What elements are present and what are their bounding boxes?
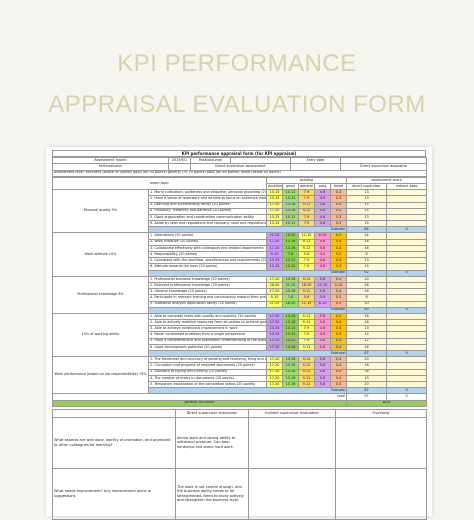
answer: Active work and strong ability to withst… — [175, 416, 249, 469]
cell — [248, 467, 336, 520]
row: 2. Able to actively mobilize resources f… — [53, 319, 428, 327]
section-name: Personal quality 5% — [52, 189, 149, 234]
question: What needs improvement? Any improvement … — [52, 467, 176, 520]
cell — [335, 467, 427, 520]
row: 4. The number of errors in documents (20… — [53, 374, 428, 382]
column-header: Overview — [335, 408, 427, 418]
cell — [52, 408, 176, 418]
general-comment: 80.6 — [346, 399, 428, 407]
row: 4. Responsibility (20 points) 9-10 7-8 5-6 3… — [53, 250, 428, 259]
section-name: Professional knowledge 9% — [52, 275, 149, 314]
evaluation-table: Direct supervisor evaluation Indirect sup… — [52, 408, 427, 520]
page-title: APPRAISAL EVALUATION FORM — [48, 91, 426, 118]
row: self-evaluator Direct supervisor assessme… — [52, 163, 427, 171]
row: 5. Statistical analysis application abil… — [53, 300, 428, 308]
row: Work performance (based on job responsib… — [52, 356, 428, 395]
section-name: Work attitude 10% — [52, 232, 149, 277]
general-comment-label: general comment — [51, 399, 348, 407]
row: Personal quality 5% 1. Moral cultivation,… — [52, 189, 428, 234]
info-table: Assessment month 2019/5/1 Position/Level En… — [52, 157, 427, 177]
question: What aspects are well done, worthy of pr… — [52, 416, 176, 469]
column-header: Indirect supervisor evaluation — [248, 408, 336, 418]
column-header: exam topic — [51, 176, 268, 191]
form-title-table: KPI performance appraisal form (for KPI … — [52, 149, 426, 158]
answer: The work is not careful enough, and the … — [175, 467, 249, 520]
section-name: Work performance (based on job responsib… — [52, 356, 149, 395]
column-header: Direct supervisor evaluation — [175, 408, 249, 418]
row: Work attitude 10% 1. Attendance (20 point… — [52, 232, 428, 277]
row: What aspects are well done, worthy of pr… — [52, 416, 427, 469]
row: Direct supervisor evaluation Indirect sup… — [52, 408, 427, 418]
kpi-table: exam topic grading assessment score excelle… — [51, 176, 428, 407]
level-note: Assessment level: excellent (above 90 po… — [52, 169, 427, 177]
row: Assessment level: excellent (above 90 po… — [52, 169, 427, 177]
row: 3. Able to achieve continuous improvemen… — [53, 325, 428, 333]
form-title: KPI performance appraisal form (for KPI … — [52, 149, 426, 158]
page-title: KPI PERFORMANCE — [117, 50, 357, 77]
form-card: KPI performance appraisal form (for KPI … — [46, 147, 432, 520]
section-name: 10% of working ability — [52, 312, 149, 358]
row: Professional knowledge 9% 1. Professional… — [52, 275, 428, 314]
cell — [248, 416, 336, 469]
cell — [335, 416, 427, 469]
row: general comment 80.6 — [51, 399, 428, 407]
row: What needs improvement? Any improvement … — [52, 467, 427, 520]
